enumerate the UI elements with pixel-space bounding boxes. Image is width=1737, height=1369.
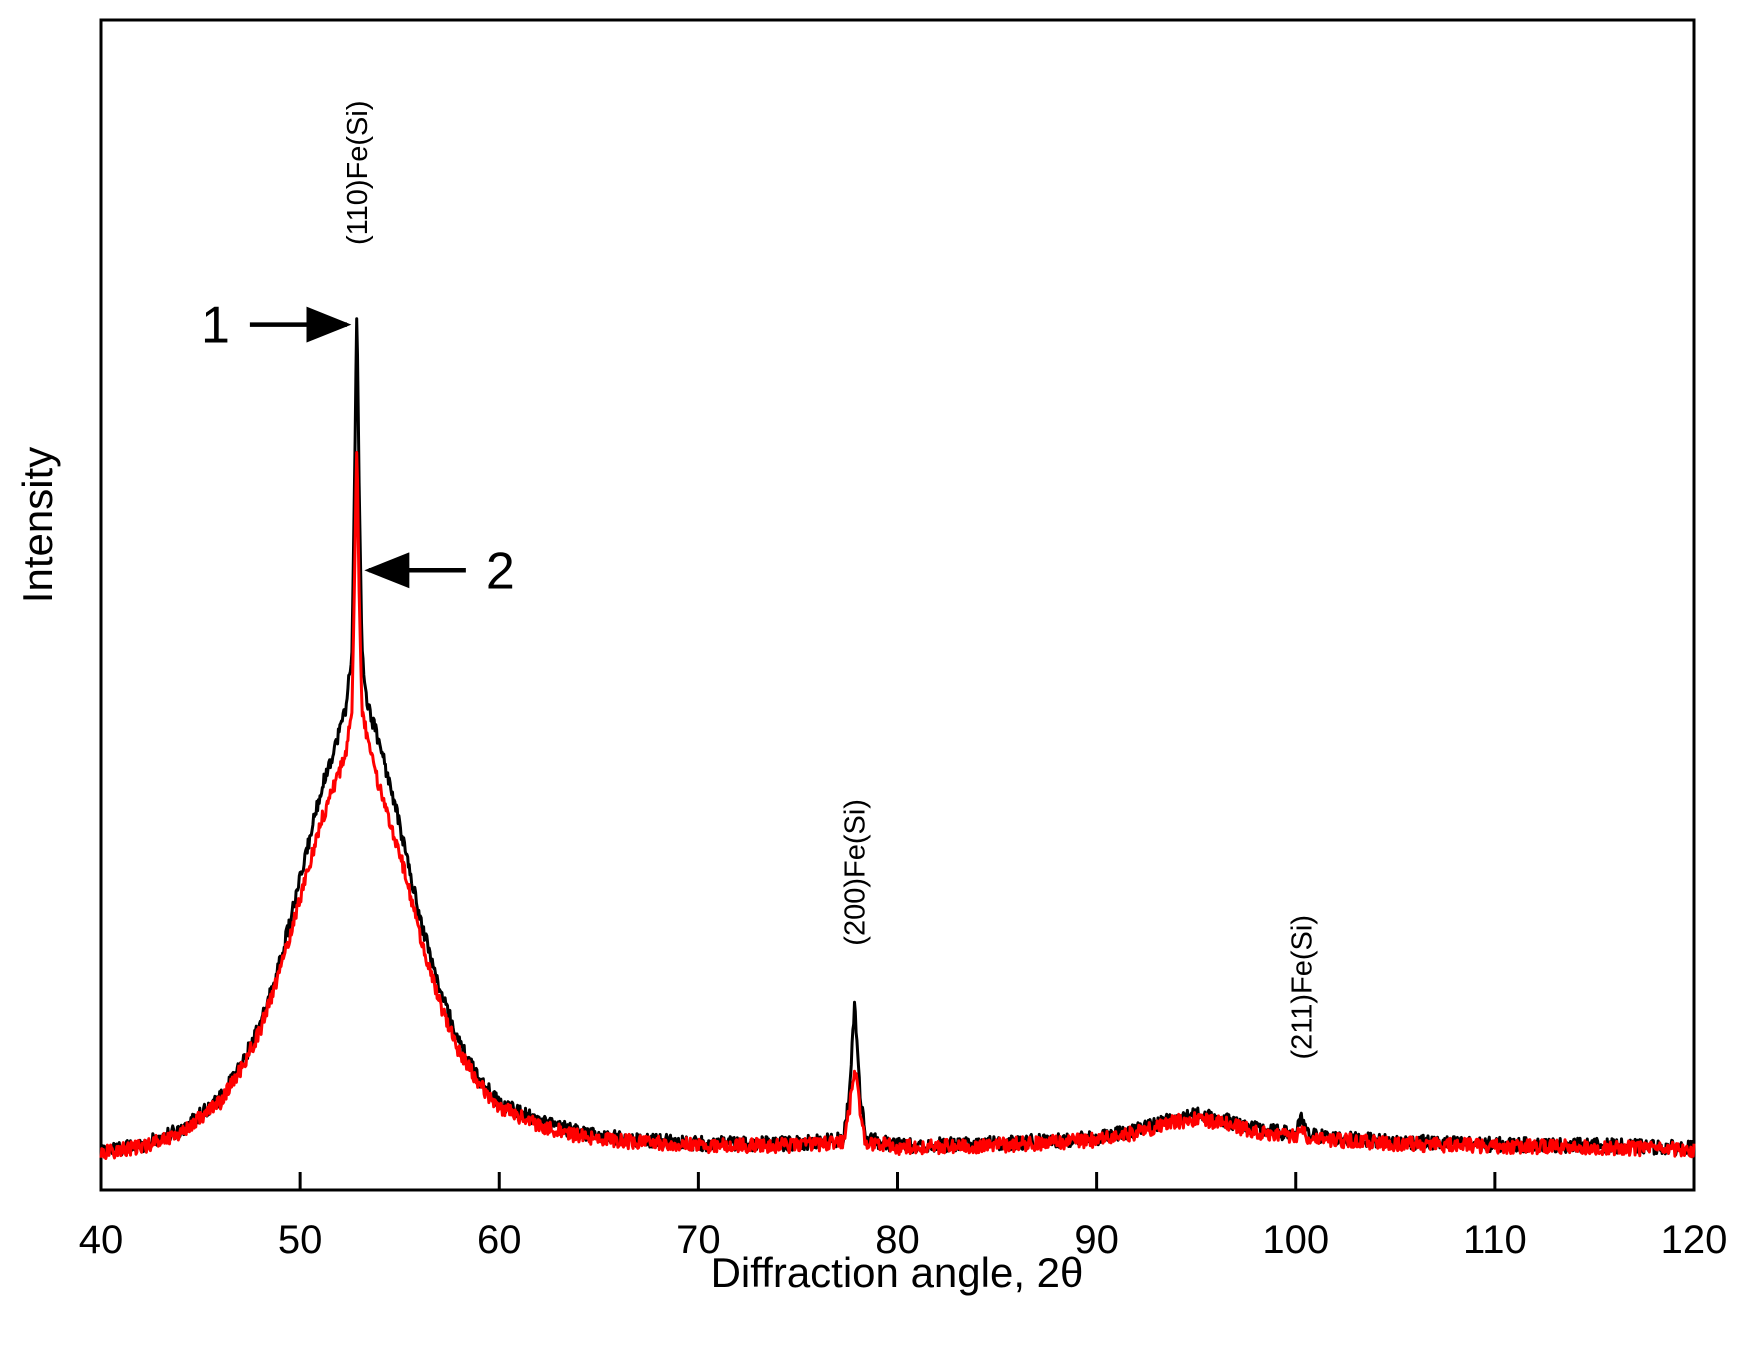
x-tick-label-110: 110 [1463, 1218, 1527, 1262]
x-tick-label-90: 90 [1074, 1218, 1119, 1262]
x-tick-label-80: 80 [875, 1218, 920, 1262]
peak-label-1: (110)Fe(Si) [342, 101, 374, 246]
peak-label-2: (200)Fe(Si) [840, 799, 872, 946]
curve-1-label: 1 [201, 297, 230, 355]
x-tick-label-50: 50 [278, 1218, 323, 1262]
x-tick-label-60: 60 [477, 1218, 522, 1262]
x-tick-label-70: 70 [676, 1218, 721, 1262]
curve-2-label: 2 [486, 542, 515, 600]
x-axis-title: Diffraction angle, 2θ [711, 1249, 1084, 1296]
peak-label-3: (211)Fe(Si) [1287, 915, 1319, 1060]
x-tick-label-120: 120 [1661, 1218, 1728, 1262]
series-lines [99, 317, 1696, 1160]
peak-annotations: (110)Fe(Si) (200)Fe(Si) (211)Fe(Si) [342, 101, 1319, 1060]
x-tick-label-100: 100 [1262, 1218, 1329, 1262]
curve-markers: 12 [201, 297, 515, 601]
series-1-line [99, 317, 1696, 1159]
x-ticks: 40 50 60 70 80 90 100 110 120 [79, 1172, 1728, 1262]
y-axis-title: Intensity [14, 447, 61, 603]
series-2-line [99, 451, 1696, 1160]
x-tick-label-40: 40 [79, 1218, 124, 1262]
plot-frame [99, 18, 1696, 1192]
